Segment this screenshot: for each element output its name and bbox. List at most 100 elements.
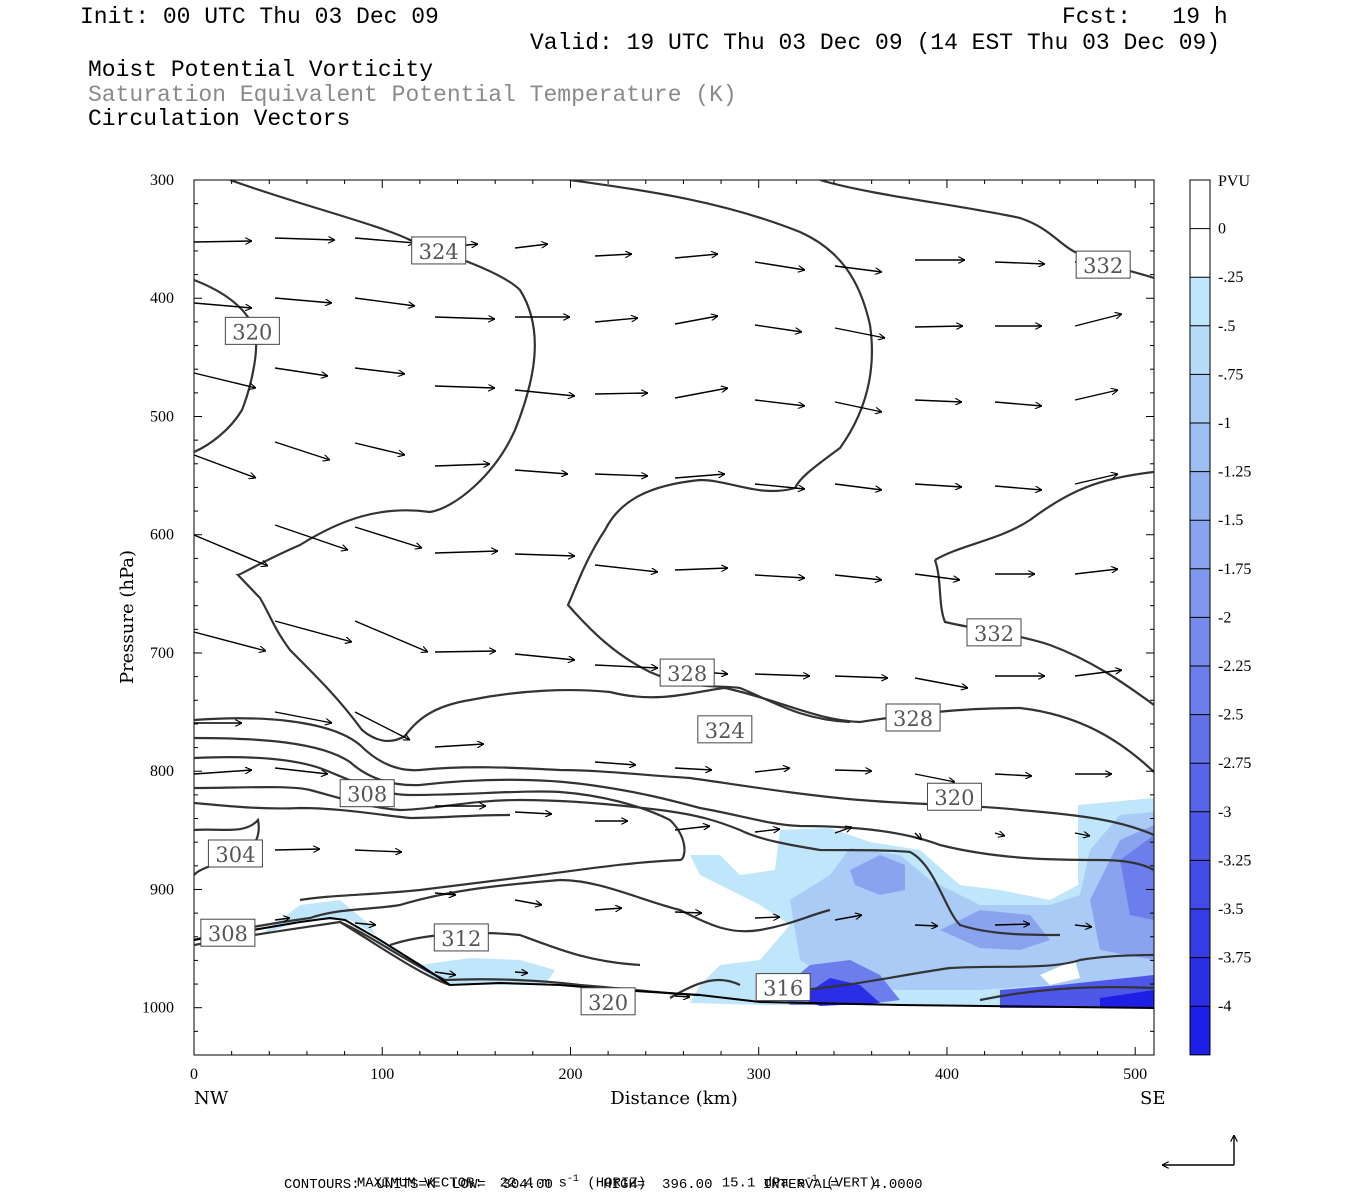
- y-tick-label: 1000: [142, 1000, 174, 1017]
- x-axis-label: Distance (km): [610, 1088, 737, 1109]
- colorbar-swatch: [1190, 1006, 1210, 1056]
- colorbar-label: -2.25: [1218, 658, 1251, 675]
- y-axis-label: Pressure (hPa): [117, 550, 138, 684]
- y-tick-label: 900: [150, 881, 174, 898]
- colorbar-swatch: [1190, 520, 1210, 570]
- colorbar-swatch: [1190, 180, 1210, 230]
- colorbar-swatch: [1190, 617, 1210, 667]
- y-tick-label: 500: [150, 408, 174, 425]
- contour-label: 320: [224, 316, 280, 345]
- max-vert-unit: (VERT): [826, 1175, 877, 1192]
- reference-vector-icon: [1162, 1135, 1234, 1165]
- x-end-label-nw: NW: [194, 1088, 229, 1109]
- contour-label-text: 324: [419, 240, 459, 264]
- contour-label-text: 332: [974, 622, 1014, 646]
- contour-label: 320: [926, 782, 982, 811]
- x-tick-label: 300: [747, 1066, 771, 1083]
- contour-label-text: 332: [1083, 254, 1123, 278]
- contour-label-box: [659, 658, 715, 687]
- contour-label-box: [885, 703, 941, 732]
- theta-es-contours: [194, 180, 1154, 1002]
- colorbar-label: -.25: [1218, 269, 1243, 286]
- pv-shading: [260, 798, 1154, 1008]
- colorbar-swatch: [1190, 325, 1210, 375]
- x-end-label-se: SE: [1140, 1088, 1165, 1109]
- contour-label-box: [339, 779, 395, 808]
- contour-label-box: [580, 987, 636, 1016]
- colorbar-label: -.75: [1218, 366, 1243, 383]
- tick-labels: 0 100 200 300 400 500 300 400 500 600 700 800 900 100…: [142, 172, 1147, 1083]
- colorbar-label: -2.75: [1218, 755, 1251, 772]
- colorbar-swatch: [1190, 957, 1210, 1007]
- contour-label-box: [224, 316, 280, 345]
- valid-time: Valid: 19 UTC Thu 03 Dec 09 (14 EST Thu …: [530, 30, 1221, 56]
- contour-label-box: [207, 839, 263, 868]
- colorbar-label: -2: [1218, 609, 1231, 626]
- contour-label-text: 304: [215, 843, 255, 867]
- colorbar-unit: PVU: [1218, 173, 1250, 190]
- contour-label-box: [433, 923, 489, 952]
- colorbar-swatch: [1190, 714, 1210, 764]
- y-tick-label: 800: [150, 763, 174, 780]
- colorbar-label: -3.5: [1218, 901, 1243, 918]
- y-tick-label: 300: [150, 172, 174, 189]
- colorbar-label: -1.25: [1218, 464, 1251, 481]
- contour-label-text: 316: [763, 977, 803, 1001]
- vert-exponent: -1: [805, 1174, 818, 1185]
- colorbar: 0 -.25 -.5 -.75 -1 -1.25 -1.5 -1.75 -2 -2.25 -2.5 -…: [1189, 179, 1251, 1056]
- contour-label-text: 308: [208, 922, 248, 946]
- field-title-thetaes: Saturation Equivalent Potential Temperat…: [88, 82, 737, 108]
- field-title-vectors: Circulation Vectors: [88, 106, 351, 132]
- colorbar-label: -3.75: [1218, 950, 1251, 967]
- colorbar-label: -4: [1218, 998, 1231, 1015]
- colorbar-swatch: [1190, 666, 1210, 716]
- contour-label: 316: [755, 973, 811, 1002]
- y-tick-label: 600: [150, 527, 174, 544]
- max-vector-line: MAXIMUM VECTOR: 22.4 m s-1 (HORIZ) 15.1 …: [340, 1158, 877, 1192]
- colorbar-label: -2.5: [1218, 707, 1243, 724]
- contour-label-box: [697, 715, 753, 744]
- max-horiz-unit: (HORIZ): [587, 1175, 647, 1192]
- field-title-mpv: Moist Potential Vorticity: [88, 57, 434, 83]
- contour-label-box: [1075, 250, 1131, 279]
- tick-marks: [193, 179, 1154, 1056]
- colorbar-swatch: [1190, 568, 1210, 618]
- terrain-line: [193, 916, 1155, 1009]
- x-tick-label: 0: [190, 1066, 198, 1083]
- contour-label: 304: [207, 839, 263, 868]
- colorbar-swatch: [1190, 423, 1210, 473]
- contour-label: 324: [411, 236, 467, 265]
- contours-info: CONTOURS: UNITS=K LOW= 304.00 HIGH= 396.…: [284, 1177, 923, 1193]
- contour-label-box: [411, 236, 467, 265]
- contour-label-text: 320: [232, 320, 272, 344]
- contour-label: 332: [966, 618, 1022, 647]
- colorbar-swatch: [1190, 374, 1210, 424]
- colorbar-label: 0: [1218, 221, 1226, 238]
- colorbar-label: -1: [1218, 415, 1231, 432]
- contour-label: 308: [200, 918, 256, 947]
- horiz-exponent: -1: [566, 1174, 579, 1185]
- max-vector-label: MAXIMUM VECTOR:: [356, 1175, 483, 1192]
- colorbar-swatch: [1190, 811, 1210, 861]
- colorbar-label: -3: [1218, 804, 1231, 821]
- contour-label-text: 328: [667, 662, 707, 686]
- x-tick-label: 500: [1123, 1066, 1147, 1083]
- contour-label-box: [966, 618, 1022, 647]
- contour-label-text: 312: [441, 927, 481, 951]
- x-tick-label: 400: [935, 1066, 959, 1083]
- colorbar-label: -3.25: [1218, 852, 1251, 869]
- contour-label-text: 328: [893, 707, 933, 731]
- contour-labels: 324 332 320 332 328 324 328 308 320 304 308 312 316 3…: [200, 236, 1131, 1016]
- colorbar-swatch: [1190, 909, 1210, 959]
- forecast-hour: Fcst: 19 h: [1062, 4, 1228, 30]
- contour-label: 308: [339, 779, 395, 808]
- plot-frame: [193, 179, 1155, 1056]
- max-horiz-value: 22.4 m s: [499, 1175, 567, 1192]
- colorbar-swatch: [1190, 471, 1210, 521]
- contour-label-text: 308: [347, 783, 387, 807]
- contour-label-box: [926, 782, 982, 811]
- colorbar-swatch: [1190, 277, 1210, 327]
- contour-label-text: 324: [705, 719, 745, 743]
- contour-label: 312: [433, 923, 489, 952]
